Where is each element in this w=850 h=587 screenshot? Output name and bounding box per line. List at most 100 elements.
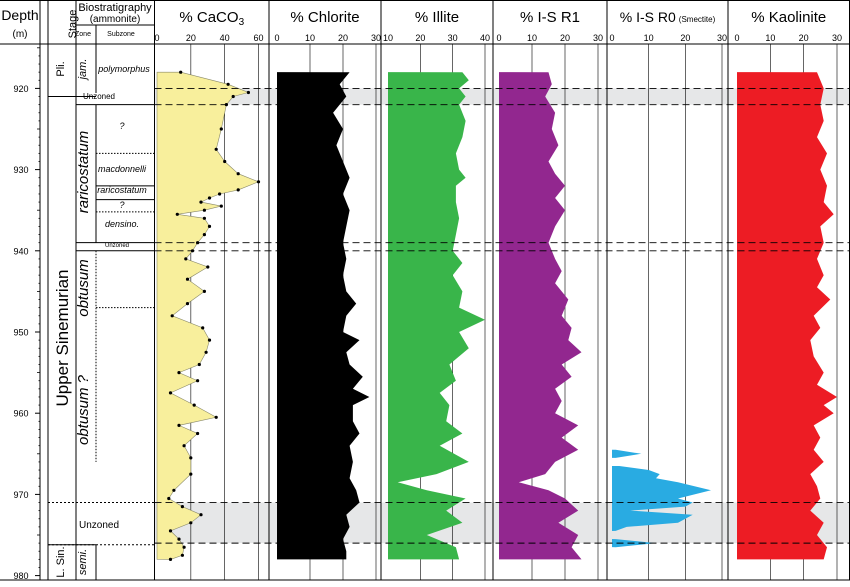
stage-label-pli: Pli.: [55, 61, 67, 76]
unzoned-label-lower: Unzoned: [79, 520, 119, 531]
caco3-point: [218, 192, 222, 196]
caco3-point: [177, 537, 181, 541]
illite-tick-label: 40: [480, 33, 490, 43]
caco3-point: [206, 265, 210, 269]
zone-label-obtusum: obtusum: [75, 259, 92, 317]
isr1-tick-label: 30: [593, 33, 603, 43]
chlorite-tick-label: 10: [305, 33, 315, 43]
caco3-point: [226, 82, 230, 86]
caco3-point: [180, 505, 184, 509]
caco3-point: [170, 314, 174, 318]
caco3-point: [223, 159, 227, 164]
depth-tick-label: 940: [13, 246, 28, 256]
boundary-dashed-lines: [154, 87, 850, 544]
caco3-point: [185, 302, 190, 306]
subzone-label-densino: densino.: [105, 219, 139, 229]
zone-label-raricostatum: raricostatum: [75, 131, 92, 214]
caco3-point: [219, 127, 223, 131]
caco3-point: [201, 326, 205, 330]
chlorite-area: [277, 72, 370, 560]
caco3-tick-label: 60: [254, 33, 264, 43]
caco3-point: [172, 488, 176, 492]
caco3-point: [207, 196, 212, 200]
illite-tick-label: 10: [383, 33, 393, 43]
caco3-point: [202, 208, 206, 212]
zone-header: Zone: [75, 31, 91, 38]
caco3-point: [196, 431, 200, 436]
kaolinite-title: % Kaolinite: [751, 9, 826, 26]
caco3-point: [219, 204, 223, 208]
caco3-point: [180, 553, 184, 557]
caco3-title: % CaCO3: [179, 9, 244, 28]
isr1-area: [499, 72, 582, 560]
isr0-block-1: [612, 449, 642, 458]
isr1-tick-label: 0: [496, 33, 501, 43]
subzone-label-query-2: ?: [119, 200, 124, 210]
caco3-point: [231, 94, 235, 99]
caco3-point: [168, 529, 173, 533]
caco3-point: [184, 257, 188, 261]
caco3-point: [192, 403, 196, 407]
depth-header: Depth: [1, 7, 38, 23]
illite-area: [388, 72, 485, 560]
depth-tick-label: 960: [13, 409, 28, 419]
isr0-tick-label: 20: [680, 33, 690, 43]
zone-label-obtusum-query: obtusum ?: [75, 374, 92, 445]
zone-label-jam: jam.: [77, 59, 89, 82]
kaolinite-tick-label: 10: [765, 33, 775, 43]
caco3-point: [168, 557, 173, 562]
depth-axis: 920 930 940 950 960 970 980: [13, 47, 40, 581]
caco3-point: [236, 172, 240, 176]
caco3-point: [189, 521, 193, 525]
caco3-point: [179, 70, 183, 74]
depth-tick-label: 970: [13, 490, 28, 500]
caco3-point: [202, 289, 206, 293]
isr0-tick-label: 10: [644, 33, 654, 43]
caco3-point: [202, 233, 206, 237]
caco3-point: [197, 362, 201, 367]
caco3-point: [168, 391, 173, 395]
caco3-point: [177, 371, 181, 375]
isr0-title: % I-S R0 (Smectite): [620, 9, 716, 25]
caco3-point: [199, 200, 203, 204]
depth-tick-label: 920: [13, 84, 28, 94]
caco3-point: [207, 338, 212, 342]
biostrat-subheader: (ammonite): [90, 14, 141, 25]
biostrat-header: Biostratigraphy: [78, 2, 152, 14]
caco3-point: [199, 513, 203, 517]
caco3-point: [202, 216, 206, 220]
caco3-tick-label: 40: [220, 33, 230, 43]
caco3-point: [214, 147, 218, 151]
kaolinite-area: [737, 72, 837, 560]
caco3-point: [207, 224, 212, 228]
isr0-block-2: [612, 465, 711, 531]
isr0-tick-label: 30: [717, 33, 727, 43]
caco3-point: [182, 444, 186, 448]
isr1-title: % I-S R1: [520, 9, 580, 26]
caco3-point: [182, 545, 186, 549]
depth-tick-label: 980: [13, 571, 28, 581]
isr1-tick-label: 20: [560, 33, 570, 43]
kaolinite-tick-label: 20: [799, 33, 809, 43]
unzoned-label-middle: Unzoned: [105, 243, 129, 249]
caco3-point: [177, 423, 181, 427]
chlorite-tick-label: 0: [274, 33, 279, 43]
chlorite-title: % Chlorite: [290, 9, 359, 26]
depth-tick-label: 950: [13, 328, 28, 338]
stage-label-lower-sinemurian: L. Sin.: [55, 546, 67, 577]
chlorite-tick-label: 20: [338, 33, 348, 43]
subzone-header: Subzone: [107, 31, 135, 38]
subzone-label-polymorphus: polymorphus: [97, 64, 150, 74]
caco3-point: [246, 90, 250, 95]
caco3-point: [185, 277, 190, 281]
caco3-point: [189, 472, 193, 476]
caco3-point: [189, 456, 193, 460]
illite-title: % Illite: [415, 9, 459, 26]
chlorite-tick-label: 30: [371, 33, 381, 43]
caco3-point: [256, 180, 261, 184]
caco3-point: [175, 212, 179, 216]
subzone-label-raricostatum: raricostatum: [97, 185, 147, 195]
isr0-tick-label: 0: [609, 33, 614, 43]
